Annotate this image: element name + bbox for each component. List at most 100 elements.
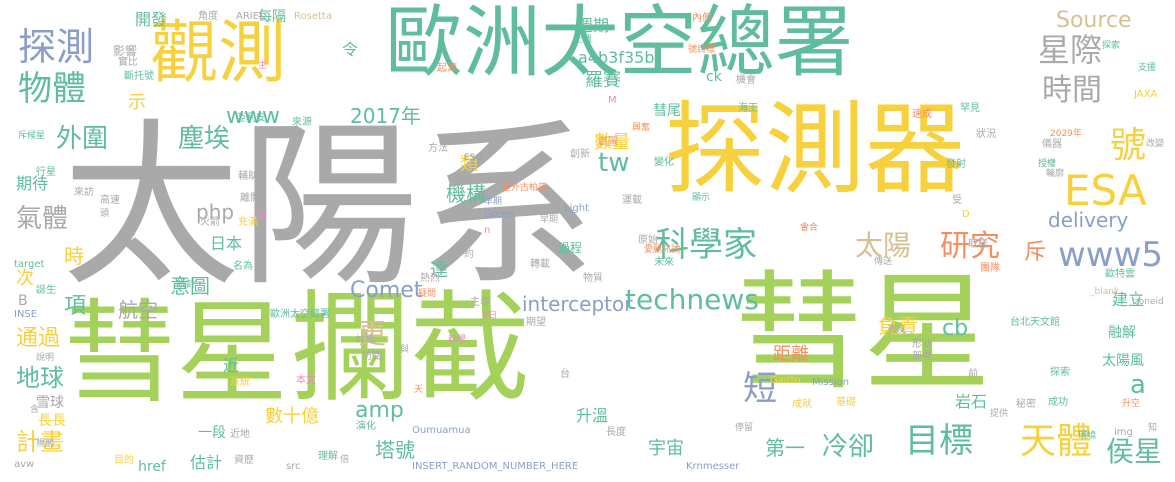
word-tingliu: 停留: [735, 423, 754, 433]
word-yu: 雨: [258, 211, 268, 221]
word-wuti: 物體: [18, 69, 86, 109]
word-zoneid: zoneid: [1134, 297, 1164, 307]
word-tanceqi: 探測器: [665, 91, 965, 208]
word-comet: Comet: [350, 278, 423, 303]
word-waiwei: 外圍: [56, 124, 109, 154]
word-chenggong: 成功: [1048, 397, 1068, 408]
word-light: Light: [564, 203, 589, 214]
word-lanjie: 攔截: [290, 280, 530, 419]
word-yanhua: 演化: [356, 421, 376, 432]
word-zhiyuan: 支援: [1138, 63, 1157, 73]
word-hangkong: 航空: [118, 298, 158, 322]
word-mubiao: 目標: [905, 421, 973, 461]
word-changchang: 長長: [38, 413, 66, 429]
word-changdu: 長度: [606, 427, 626, 438]
word-meige: 每隔: [258, 9, 286, 25]
word-blank: _blank: [1090, 287, 1120, 297]
word-src: src: [286, 461, 301, 472]
word-jaxa: JAXA: [1134, 89, 1158, 100]
word-xingxing: 行星: [36, 167, 56, 178]
word-jihua: 計畫: [16, 428, 64, 456]
word-fuze: 負責: [878, 314, 918, 338]
word-tigong: 提供: [990, 409, 1009, 419]
word-tian: 天: [414, 385, 424, 395]
word-qidai: 期待: [16, 174, 49, 193]
word-tansuo: 探索: [1050, 367, 1070, 378]
word-2029: 2029年: [1050, 129, 1082, 139]
word-kexuejia: 科學家: [655, 225, 757, 265]
word-kexue: 科學: [448, 335, 467, 345]
word-xingji: 星際: [1038, 31, 1103, 69]
word-huiwei: 彗尾: [653, 103, 681, 119]
word-zhi: 知: [1148, 423, 1158, 433]
word-green: Green: [484, 209, 515, 220]
word-yuzhou: 宇宙: [648, 438, 684, 459]
word-ailier: 愛麗兒號: [644, 245, 681, 255]
word-jiaodu: 角度: [198, 11, 218, 22]
word-haomubiao: 號目標: [688, 45, 716, 55]
word-laifang: 來訪: [74, 187, 94, 198]
word-lengque: 冷卻: [822, 432, 875, 462]
word-m: M: [608, 95, 617, 106]
word-jihui: 機會: [736, 75, 756, 86]
word-chuangxin: 創新: [570, 149, 590, 160]
word-taiyangxi: 太陽系: [62, 103, 596, 310]
word-chenai: 塵埃: [178, 124, 231, 154]
word-duantuo: 斷托號: [124, 71, 154, 82]
word-houxing: 侯星: [1106, 435, 1163, 468]
word-xueqiu: 雪球: [36, 395, 64, 411]
word-ziliu: 資歷: [234, 455, 254, 466]
word-qiyuan: 起源: [437, 63, 457, 74]
word-ck: ck: [706, 69, 722, 85]
word-ariel: ARIEL: [236, 11, 265, 22]
word-zhudao: 主導: [470, 297, 490, 308]
word-esa: ESA: [1064, 166, 1147, 215]
word-rosetta: Rosetta: [294, 11, 332, 22]
word-taibei: 台北天文館: [1010, 317, 1060, 328]
word-zhouqi: 週期: [577, 16, 610, 35]
word-dansheng: 誕生: [36, 285, 56, 296]
word-huixing-right: 彗星: [735, 259, 992, 408]
word-lei: 類: [460, 154, 478, 175]
word-chongman: 充滿: [238, 217, 258, 228]
word-shengwen: 升溫: [576, 406, 609, 425]
word-shibi: 實比: [118, 57, 138, 68]
word-yiduan: 一段: [198, 425, 226, 441]
word-fangfa: 方法: [428, 143, 448, 154]
word-ling: 令: [342, 40, 359, 59]
word-xingzhuang: 形狀: [912, 339, 932, 350]
word-duan: 短: [743, 369, 777, 409]
word-chengjiu: 成就: [792, 399, 812, 410]
word-hao: 號: [1110, 125, 1147, 166]
word-tou: 頭: [100, 209, 110, 219]
word-huihe: 會合: [800, 223, 819, 233]
word-shangzhou: 上週: [574, 35, 593, 45]
word-cb: cb: [942, 316, 969, 341]
word-huojian: 火箭: [200, 217, 220, 228]
word-shengkong: 升空: [1122, 399, 1141, 409]
word-likai: 離開: [240, 193, 260, 204]
word-yanshi: 岩石: [955, 392, 988, 411]
word-guize: 規則: [36, 439, 55, 449]
word-weilai: 未來: [654, 257, 674, 268]
word-zaoqi: 早期: [484, 197, 503, 207]
word-technews: technews: [625, 283, 759, 316]
word-diqiu: 地球: [16, 364, 64, 392]
word-huixing-left: 彗星: [64, 289, 288, 419]
word-tw: tw: [598, 148, 630, 178]
word-gaibian: 改變: [1146, 139, 1165, 149]
word-tongguo: 通過: [16, 326, 61, 351]
word-taolun: 討論: [356, 335, 375, 345]
word-qiwang: 期望: [526, 317, 546, 328]
word-tahao: 塔號: [375, 438, 415, 462]
word-shoutu: 首圖: [598, 137, 618, 148]
word-hanjian: 罕見: [960, 103, 980, 114]
word-tance: 探測: [18, 25, 95, 69]
word-rongjie: 融解: [1108, 325, 1136, 341]
word-guocheng: 過程: [558, 241, 583, 255]
word-d: D: [962, 209, 970, 220]
word-href: href: [138, 459, 166, 475]
word-interceptor: interceptor: [522, 292, 633, 316]
word-tuandui: 團隊: [980, 263, 1000, 274]
